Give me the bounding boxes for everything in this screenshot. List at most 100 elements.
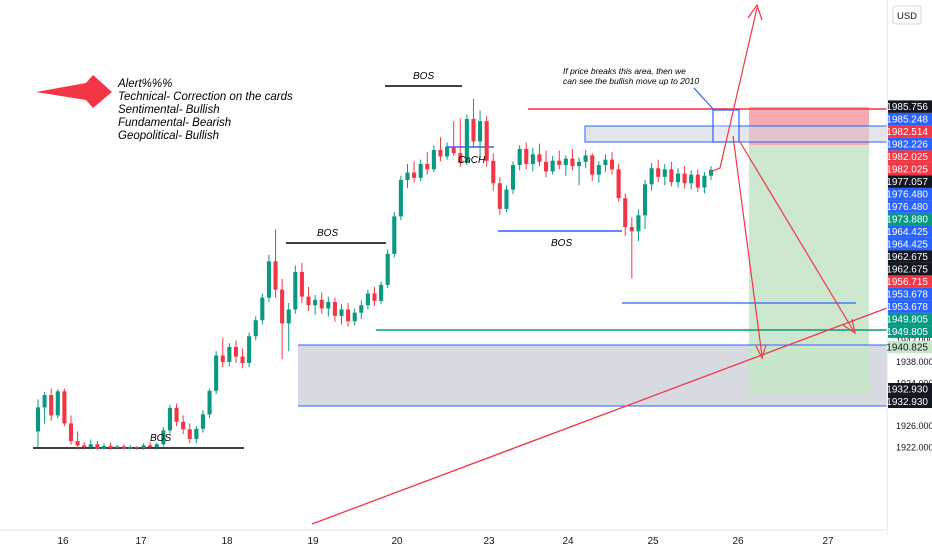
candle (75, 431, 80, 450)
candle-body (134, 446, 140, 449)
candle-body (636, 215, 641, 232)
candle (517, 145, 522, 171)
price-tag: 1976.480 (886, 200, 932, 213)
price-tag-label: 1940.825 (886, 342, 928, 353)
candle (557, 150, 562, 170)
candle (187, 423, 192, 444)
time-axis[interactable] (0, 529, 887, 550)
candle (220, 337, 225, 368)
candle (682, 166, 687, 189)
candle-body (629, 227, 634, 232)
price-tag: 1977.057 (886, 175, 932, 188)
candle-body (405, 172, 410, 180)
price-tag: 1962.675 (886, 250, 932, 263)
candle (702, 171, 707, 194)
candle-body (339, 309, 344, 316)
candle-body (154, 444, 159, 448)
price-tag: 1956.715 (886, 275, 932, 288)
candle-body (260, 297, 265, 321)
candle-body (181, 421, 186, 430)
y-tick-label: 1922.000 (896, 443, 932, 453)
candle-body (313, 299, 318, 306)
price-tag-bg (888, 225, 932, 238)
candle-body (609, 159, 615, 170)
breakout-box (712, 109, 740, 143)
candle (121, 444, 126, 450)
candle (570, 148, 575, 171)
candle (42, 391, 47, 424)
candle-body (55, 391, 60, 416)
candle (649, 162, 654, 191)
candle-body (306, 296, 311, 306)
candle (583, 150, 588, 169)
candle (174, 403, 179, 427)
price-tag-label: 1962.675 (886, 265, 928, 276)
price-tag-bg (888, 395, 932, 409)
price-tag: 1985.248 (886, 112, 932, 126)
candle-body (497, 183, 502, 209)
candle-body (273, 261, 278, 290)
candle (332, 297, 337, 322)
candle (623, 193, 628, 237)
candle (82, 442, 87, 450)
price-tag-label: 1964.425 (886, 227, 928, 238)
candle-body (544, 161, 549, 172)
candle (200, 410, 205, 433)
candle (504, 185, 509, 213)
price-tag: 1949.805 (886, 312, 932, 326)
candle (49, 388, 54, 421)
price-tag: 1949.805 (886, 325, 932, 338)
candle-body (563, 158, 568, 166)
candle-body (359, 305, 364, 313)
candle (603, 154, 608, 172)
alert-line: Alert%%% (117, 78, 172, 90)
candle (675, 168, 681, 188)
candle (544, 150, 549, 178)
candle-body (451, 146, 456, 154)
candle-body (101, 445, 107, 449)
price-tag-label: 1985.756 (886, 102, 928, 113)
candle-body (557, 160, 562, 166)
alert-line: Technical- Correction on the cards (118, 91, 293, 103)
candle (642, 180, 648, 230)
candle (214, 351, 219, 394)
candle-body (372, 293, 377, 301)
candle (95, 441, 100, 450)
candle-body (95, 444, 100, 449)
price-tag: 1982.025 (886, 150, 932, 163)
price-tag-bg (888, 100, 932, 113)
candle (115, 444, 120, 450)
price-tag-label: 1982.025 (886, 152, 928, 163)
candle-body (332, 301, 337, 316)
x-tick-label: 16 (57, 536, 69, 547)
candle (464, 114, 469, 166)
candle (148, 442, 153, 450)
candle-body (141, 445, 146, 449)
candle-body (280, 289, 285, 324)
candle (656, 159, 661, 183)
price-tag-bg (888, 383, 932, 396)
candle-body (227, 346, 232, 362)
candle (511, 161, 516, 194)
candle-body (88, 444, 93, 448)
projection-down-arrowhead (755, 344, 767, 360)
price-tag: 1953.678 (886, 300, 932, 313)
candle-body (108, 445, 113, 449)
price-tag-label: 1982.514 (886, 127, 928, 138)
candle (563, 155, 568, 176)
candle (253, 316, 258, 341)
candle-body (438, 150, 443, 157)
candle (689, 170, 694, 190)
candle-body (418, 163, 423, 178)
currency-button[interactable] (892, 5, 922, 25)
candle-body (491, 160, 496, 184)
price-tag-bg (888, 150, 932, 163)
price-tag-bg (888, 162, 932, 176)
candle (537, 143, 542, 167)
price-tag-bg (888, 340, 932, 354)
projection-trend-arrowhead (842, 318, 856, 335)
candle (273, 229, 278, 298)
candle-body (253, 320, 258, 337)
candle (372, 287, 377, 306)
